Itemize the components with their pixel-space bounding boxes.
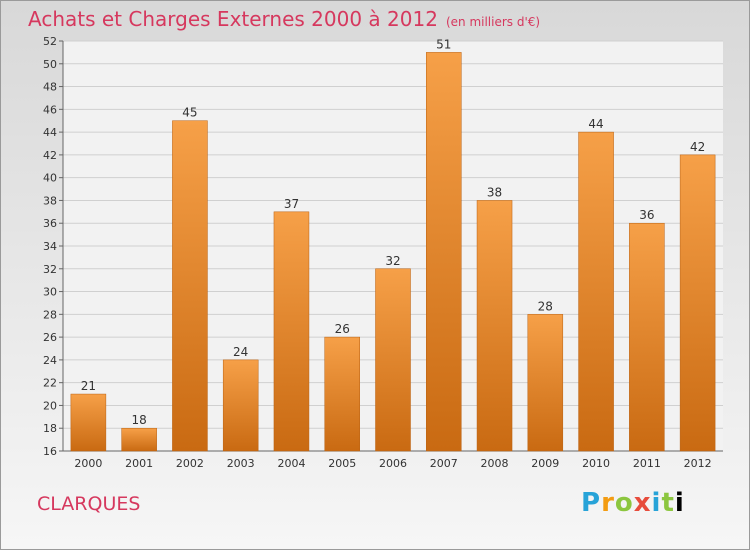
x-tick-label: 2003	[227, 457, 255, 470]
proxiti-logo: Proxiti	[581, 488, 685, 518]
bar-value-label: 21	[81, 379, 96, 393]
bar-value-label: 42	[690, 140, 705, 154]
y-tick-label: 32	[43, 263, 57, 276]
x-tick-label: 2006	[379, 457, 407, 470]
y-tick-label: 38	[43, 194, 57, 207]
x-tick-label: 2012	[684, 457, 712, 470]
x-tick-label: 2002	[176, 457, 204, 470]
bar-value-label: 36	[639, 208, 654, 222]
bar	[222, 359, 259, 452]
bar	[172, 120, 208, 452]
y-tick-label: 30	[43, 286, 57, 299]
y-tick-label: 34	[43, 240, 57, 253]
x-tick-label: 2004	[277, 457, 305, 470]
y-tick-label: 48	[43, 81, 57, 94]
bar	[324, 336, 360, 452]
bar	[273, 211, 310, 452]
bar-value-label: 24	[233, 345, 248, 359]
bar	[375, 268, 411, 452]
x-tick-label: 2000	[74, 457, 102, 470]
y-tick-label: 26	[43, 331, 57, 344]
bar	[121, 427, 157, 452]
y-tick-label: 24	[43, 354, 57, 367]
commune-name: CLARQUES	[37, 493, 141, 515]
bar	[578, 131, 614, 452]
y-tick-label: 44	[43, 126, 57, 139]
x-tick-label: 2009	[531, 457, 559, 470]
bar-value-label: 28	[538, 299, 553, 313]
x-tick-label: 2008	[481, 457, 509, 470]
bar	[527, 314, 564, 452]
x-tick-label: 2010	[582, 457, 610, 470]
y-tick-label: 46	[43, 103, 57, 116]
y-tick-label: 20	[43, 399, 57, 412]
y-tick-label: 18	[43, 422, 57, 435]
bar-value-label: 44	[588, 117, 603, 131]
x-tick-label: 2001	[125, 457, 153, 470]
bar-value-label: 18	[132, 413, 147, 427]
bar-value-label: 32	[385, 254, 400, 268]
chart-title-block: Achats et Charges Externes 2000 à 2012 (e…	[28, 7, 540, 31]
y-tick-label: 42	[43, 149, 57, 162]
y-tick-label: 16	[43, 445, 57, 458]
bar-value-label: 37	[284, 197, 299, 211]
x-tick-label: 2005	[328, 457, 356, 470]
bar-value-label: 45	[182, 106, 197, 120]
y-tick-label: 36	[43, 217, 57, 230]
bar	[70, 393, 107, 452]
y-tick-label: 52	[43, 35, 57, 48]
y-tick-label: 50	[43, 58, 57, 71]
bar-value-label: 38	[487, 185, 502, 199]
bar	[679, 154, 716, 452]
x-tick-label: 2007	[430, 457, 458, 470]
chart-title: Achats et Charges Externes 2000 à 2012	[28, 7, 438, 31]
x-tick-label: 2011	[633, 457, 661, 470]
bar	[629, 222, 665, 452]
chart-subtitle: (en milliers d'€)	[445, 15, 541, 29]
bar	[476, 200, 513, 452]
bar-value-label: 26	[335, 322, 350, 336]
y-tick-label: 40	[43, 172, 57, 185]
bar	[426, 52, 462, 452]
y-tick-label: 28	[43, 308, 57, 321]
y-tick-label: 22	[43, 377, 57, 390]
bar-value-label: 51	[436, 37, 451, 51]
